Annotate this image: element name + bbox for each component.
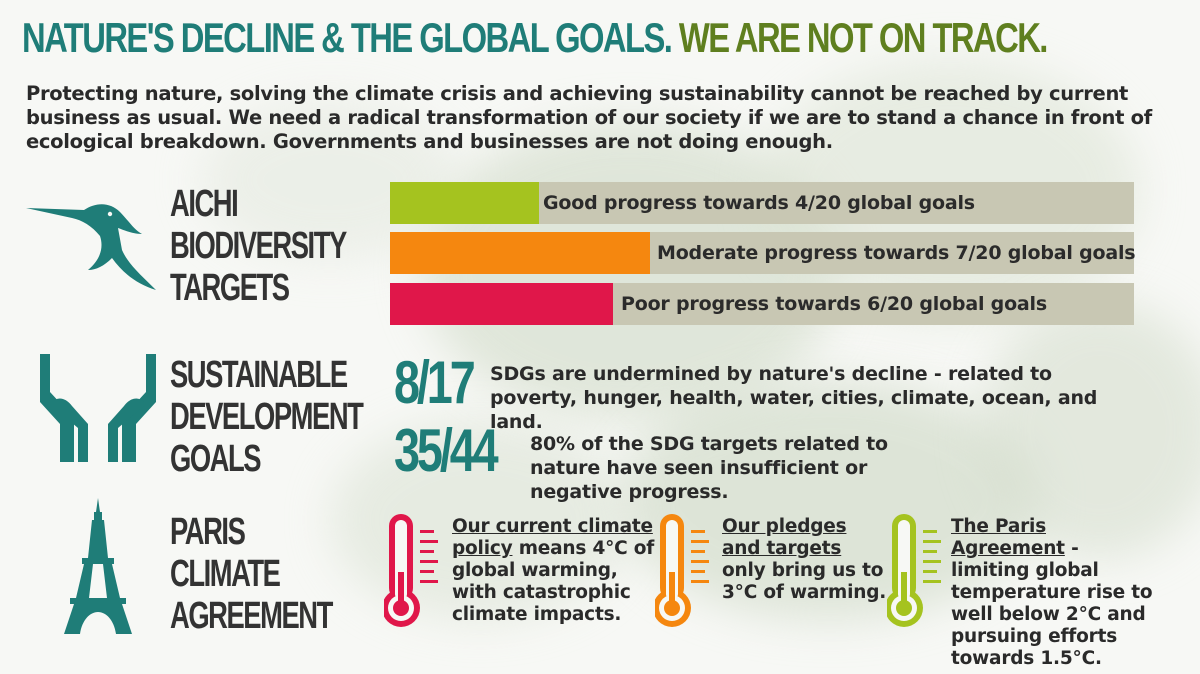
aichi-label-line: BIODIVERSITY bbox=[170, 225, 347, 267]
paris-item-rest: means 4°C of global warming, with catast… bbox=[452, 538, 655, 625]
progress-label-good: Good progress towards 4/20 global goals bbox=[543, 192, 975, 214]
sdg-label-line: DEVELOPMENT bbox=[170, 396, 364, 438]
progress-bar-good: Good progress towards 4/20 global goals bbox=[390, 182, 1134, 224]
title-part-1: NATURE'S DECLINE & THE GLOBAL GOALS. bbox=[22, 14, 673, 61]
paris-item-rest: - limiting global temperature rise to we… bbox=[951, 538, 1153, 669]
paris-item-underlined: The Paris Agreement bbox=[951, 516, 1065, 559]
page-title: NATURE'S DECLINE & THE GLOBAL GOALS. WE … bbox=[22, 14, 1049, 62]
paris-item-rest: only bring us to 3°C of warming. bbox=[722, 560, 887, 603]
progress-fill-poor bbox=[390, 283, 614, 325]
thermometer-icon bbox=[887, 514, 941, 627]
aichi-label-line: AICHI bbox=[170, 183, 239, 225]
progress-label-poor: Poor progress towards 6/20 global goals bbox=[621, 293, 1047, 315]
progress-bar-poor: Poor progress towards 6/20 global goals bbox=[390, 283, 1134, 325]
hands-icon bbox=[40, 354, 156, 462]
paris-label-line: CLIMATE bbox=[170, 553, 281, 595]
progress-fill-moderate bbox=[390, 232, 651, 274]
aichi-label: AICHI BIODIVERSITY TARGETS bbox=[170, 183, 347, 309]
paris-item-underlined: Our current climate policy bbox=[452, 516, 653, 559]
hummingbird-icon bbox=[26, 204, 156, 290]
progress-fill-good bbox=[390, 182, 539, 224]
title-part-2: WE ARE NOT ON TRACK. bbox=[678, 14, 1049, 61]
sdg-stat-text: 80% of the SDG targets related to nature… bbox=[530, 433, 888, 503]
sdg-stat-number: 8/17 bbox=[394, 349, 476, 416]
sdg-label: SUSTAINABLE DEVELOPMENT GOALS bbox=[170, 354, 364, 480]
sdg-label-line: SUSTAINABLE bbox=[170, 354, 348, 396]
thermometer-icon bbox=[384, 514, 438, 627]
progress-label-moderate: Moderate progress towards 7/20 global go… bbox=[657, 242, 1136, 264]
aichi-label-line: TARGETS bbox=[170, 267, 290, 309]
eiffel-tower-icon bbox=[64, 498, 132, 634]
paris-item-text: Our current climate policy means 4°C of … bbox=[452, 516, 657, 626]
paris-label-line: PARIS bbox=[170, 511, 246, 553]
sdg-label-line: GOALS bbox=[170, 438, 262, 480]
thermometer-icon bbox=[655, 514, 709, 627]
sdg-stat-number: 35/44 bbox=[394, 417, 499, 484]
paris-item-underlined: Our pledges and targets bbox=[722, 516, 847, 559]
sdg-stat-text: SDGs are undermined by nature's decline … bbox=[490, 363, 1098, 433]
paris-item-text: The Paris Agreement - limiting global te… bbox=[951, 516, 1161, 670]
intro-paragraph: Protecting nature, solving the climate c… bbox=[26, 82, 1152, 153]
paris-item-text: Our pledges and targets only bring us to… bbox=[722, 516, 888, 604]
paris-label: PARIS CLIMATE AGREEMENT bbox=[170, 511, 333, 637]
paris-label-line: AGREEMENT bbox=[170, 595, 333, 637]
progress-bar-moderate: Moderate progress towards 7/20 global go… bbox=[390, 232, 1136, 274]
